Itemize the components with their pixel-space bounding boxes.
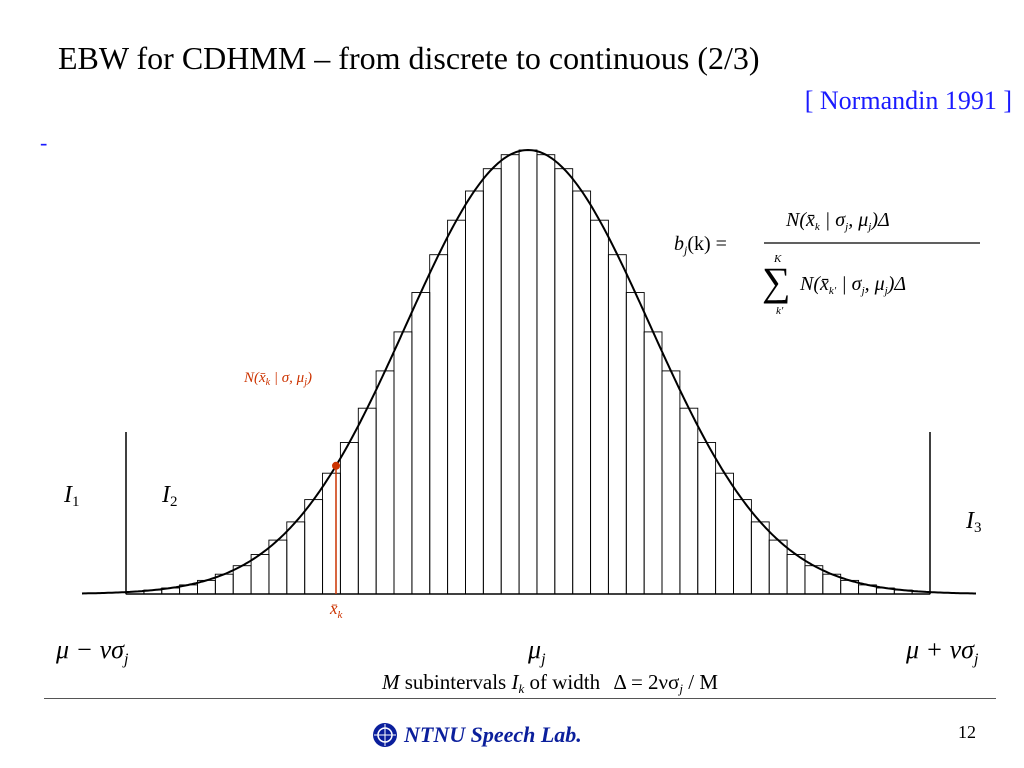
histogram-bar xyxy=(554,168,574,595)
histogram-bar xyxy=(697,442,717,595)
point-label: N(x̄k | σ, μj) xyxy=(243,370,312,388)
label-i1: I1 xyxy=(63,482,80,510)
histogram-bar xyxy=(322,472,341,595)
histogram-bar xyxy=(715,472,734,595)
histogram-bar xyxy=(661,370,681,595)
histogram-bar xyxy=(482,168,502,595)
left-bound-label: μ − νσj xyxy=(55,635,129,668)
histogram-bar xyxy=(607,254,627,595)
lab-logo-icon xyxy=(373,723,397,747)
histogram-bar xyxy=(339,442,359,595)
histogram-bar xyxy=(447,219,466,595)
slide-title: EBW for CDHMM – from discrete to continu… xyxy=(58,40,760,76)
label-i2: I2 xyxy=(161,482,178,510)
footer-text: NTNU Speech Lab. xyxy=(404,722,582,747)
xk-point xyxy=(332,461,340,470)
histogram-bar xyxy=(286,521,306,595)
histogram-bar xyxy=(429,254,449,595)
histogram-bar xyxy=(518,149,538,595)
histogram-bar xyxy=(643,331,663,595)
gaussian-curve xyxy=(81,148,976,595)
bj-formula: bj(k) = N(x̄k | σj, μj)Δ K ∑ k′ N(x̄k′ |… xyxy=(674,209,980,317)
right-bound-label: μ + νσj xyxy=(905,635,979,668)
label-i3: I3 xyxy=(965,508,982,536)
histogram-bar xyxy=(733,499,752,595)
svg-text:N(x̄k | σj, μj)Δ: N(x̄k | σj, μj)Δ xyxy=(785,209,890,233)
histogram-bar xyxy=(500,154,520,595)
svg-text:∑: ∑ xyxy=(762,259,791,304)
histogram-bar xyxy=(625,292,645,595)
histogram-bar xyxy=(250,554,270,595)
histogram-bar xyxy=(786,554,806,595)
svg-text:K: K xyxy=(773,253,782,265)
svg-text:k′: k′ xyxy=(776,305,784,317)
histogram-bar xyxy=(268,539,288,595)
histogram-bar xyxy=(750,521,770,595)
xk-label: x̄k xyxy=(329,599,344,621)
histogram-bar xyxy=(465,190,484,595)
histogram-bar xyxy=(679,407,699,595)
bullet-marker: - xyxy=(40,130,48,155)
svg-text:N(x̄k′ | σj, μj)Δ: N(x̄k′ | σj, μj)Δ xyxy=(799,273,906,297)
histogram-bar xyxy=(768,539,788,595)
svg-text:bj(k) =: bj(k) = xyxy=(674,233,727,257)
histogram-bar xyxy=(304,499,324,595)
footer-lab-name: NTNU Speech Lab. xyxy=(372,722,582,748)
histogram-bar xyxy=(590,219,609,595)
histogram-bar xyxy=(572,190,592,595)
gaussian-histogram-diagram: I1 I2 I3 N(x̄k | σ, μj) x̄k μ − νσj μj μ… xyxy=(55,148,982,696)
histogram-bar xyxy=(393,331,413,595)
histogram-bar xyxy=(536,154,556,595)
histogram-bar xyxy=(357,407,377,595)
center-label: μj xyxy=(527,635,546,668)
footer-divider xyxy=(44,698,996,699)
histogram-bar xyxy=(375,370,395,595)
histogram-bar xyxy=(411,292,431,595)
caption: M subintervals Ik of width Δ = 2νσj / M xyxy=(381,670,718,696)
citation: [ Normandin 1991 ] xyxy=(804,86,1012,115)
page-number: 12 xyxy=(958,722,976,742)
